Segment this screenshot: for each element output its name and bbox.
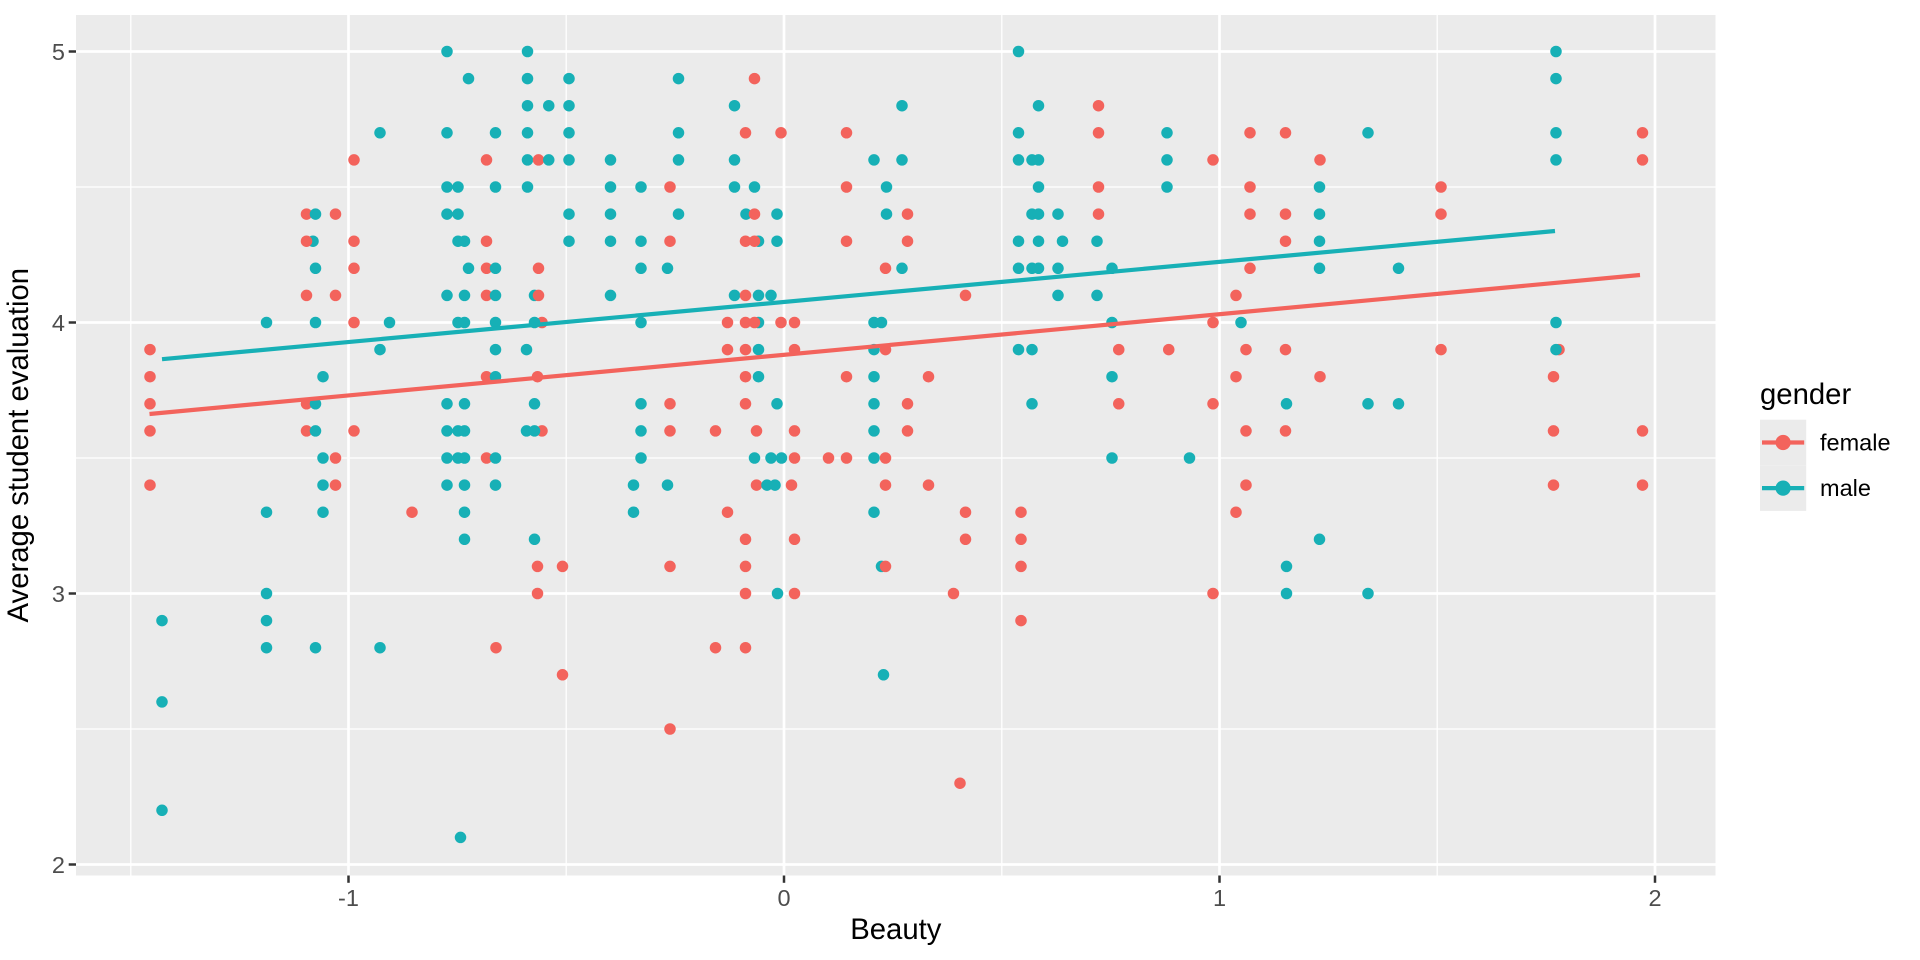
svg-text:0: 0 [777, 885, 790, 911]
svg-text:female: female [1820, 430, 1891, 456]
svg-text:4: 4 [52, 310, 65, 336]
svg-text:-1: -1 [338, 885, 359, 911]
svg-text:Average student evaluation: Average student evaluation [2, 268, 35, 623]
svg-text:2: 2 [1648, 885, 1661, 911]
svg-text:5: 5 [52, 39, 65, 65]
svg-text:Beauty: Beauty [850, 913, 942, 946]
svg-text:3: 3 [52, 581, 65, 607]
svg-text:male: male [1820, 475, 1871, 501]
svg-text:1: 1 [1213, 885, 1226, 911]
svg-text:gender: gender [1760, 378, 1851, 411]
svg-text:2: 2 [52, 852, 65, 878]
